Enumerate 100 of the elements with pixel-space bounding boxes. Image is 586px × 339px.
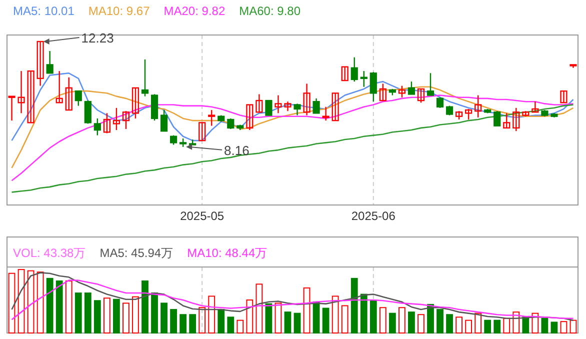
candlestick <box>112 107 120 131</box>
bar <box>427 304 434 334</box>
bar <box>142 280 148 334</box>
bar <box>236 320 244 334</box>
bar <box>227 316 234 334</box>
bar <box>322 308 330 334</box>
bar <box>74 292 82 334</box>
bar <box>36 272 44 334</box>
bar <box>18 269 25 334</box>
annotation: 8.16 <box>224 142 250 158</box>
bar <box>151 292 158 334</box>
bar <box>484 320 492 334</box>
bar <box>436 309 444 334</box>
bar <box>418 314 424 334</box>
bar <box>474 312 482 334</box>
candlestick <box>65 76 72 111</box>
bar <box>532 312 539 334</box>
candlestick <box>18 70 25 114</box>
candlestick <box>417 88 425 104</box>
bar <box>398 307 406 334</box>
candlestick <box>84 100 92 124</box>
annotation: 12.23 <box>81 30 114 46</box>
bar <box>332 296 339 334</box>
candlestick <box>503 112 510 129</box>
candlestick <box>474 94 482 118</box>
text: MA5: 10.01 <box>13 4 75 18</box>
bar <box>512 312 520 334</box>
bar <box>494 320 501 334</box>
bar <box>103 298 110 334</box>
candlestick <box>227 118 234 130</box>
bar <box>408 312 415 334</box>
candlestick <box>94 118 101 136</box>
candlestick <box>56 70 63 104</box>
bar <box>550 322 558 334</box>
bar <box>246 300 254 334</box>
bar <box>218 309 225 334</box>
bar <box>265 303 272 334</box>
candlestick <box>170 134 178 146</box>
candlestick <box>294 103 301 116</box>
candlestick <box>303 83 310 116</box>
bar <box>350 278 358 334</box>
candlestick <box>74 90 82 106</box>
bar <box>94 300 101 334</box>
candlestick <box>408 80 416 95</box>
x-tick-label: 2025-06 <box>351 209 396 223</box>
candlestick <box>198 122 206 142</box>
candlestick <box>8 96 16 122</box>
candlestick <box>465 108 472 120</box>
bar <box>465 320 472 334</box>
candlestick <box>274 94 282 114</box>
candlestick <box>312 98 320 114</box>
candlestick <box>370 71 377 102</box>
bar <box>56 280 63 334</box>
bar <box>379 307 386 334</box>
bar <box>360 294 368 334</box>
candlestick <box>132 87 140 120</box>
bar <box>570 320 577 334</box>
candlestick <box>436 96 444 109</box>
candlestick <box>426 72 434 96</box>
bar <box>256 284 263 334</box>
bar <box>560 321 568 334</box>
bar <box>274 302 282 334</box>
bar <box>208 296 216 334</box>
candlestick <box>560 90 568 104</box>
candlestick <box>256 94 263 113</box>
candlestick <box>379 83 386 102</box>
candlestick <box>350 56 358 82</box>
text: MA10: 48.44万 <box>187 246 268 260</box>
candlestick <box>360 70 368 88</box>
bar <box>112 298 120 334</box>
bar <box>294 312 301 334</box>
bar <box>456 316 462 334</box>
candlestick <box>122 110 130 130</box>
bar <box>388 312 396 334</box>
text: VOL: 43.38万 <box>13 246 86 260</box>
candlestick <box>160 109 168 132</box>
candlestick <box>27 70 34 124</box>
bar <box>65 280 72 334</box>
candlestick <box>322 106 330 122</box>
bar <box>122 302 130 334</box>
bar <box>84 292 92 334</box>
x-tick-label: 2025-05 <box>180 209 224 223</box>
candlestick <box>150 94 158 122</box>
text: MA5: 45.94万 <box>100 246 174 260</box>
candlestick <box>446 105 454 116</box>
bar <box>189 314 196 334</box>
bar <box>341 305 348 334</box>
bar <box>46 278 54 334</box>
bar <box>541 318 548 334</box>
candlestick <box>494 110 501 126</box>
candlestick <box>532 100 539 113</box>
candlestick <box>512 107 520 132</box>
candlestick <box>103 112 110 134</box>
text: MA20: 9.82 <box>164 4 226 18</box>
bar <box>503 318 510 334</box>
text: MA60: 9.80 <box>239 4 301 18</box>
candlestick <box>46 50 54 74</box>
candlestick <box>341 66 348 82</box>
candlestick <box>284 100 292 112</box>
candlestick <box>141 58 149 97</box>
